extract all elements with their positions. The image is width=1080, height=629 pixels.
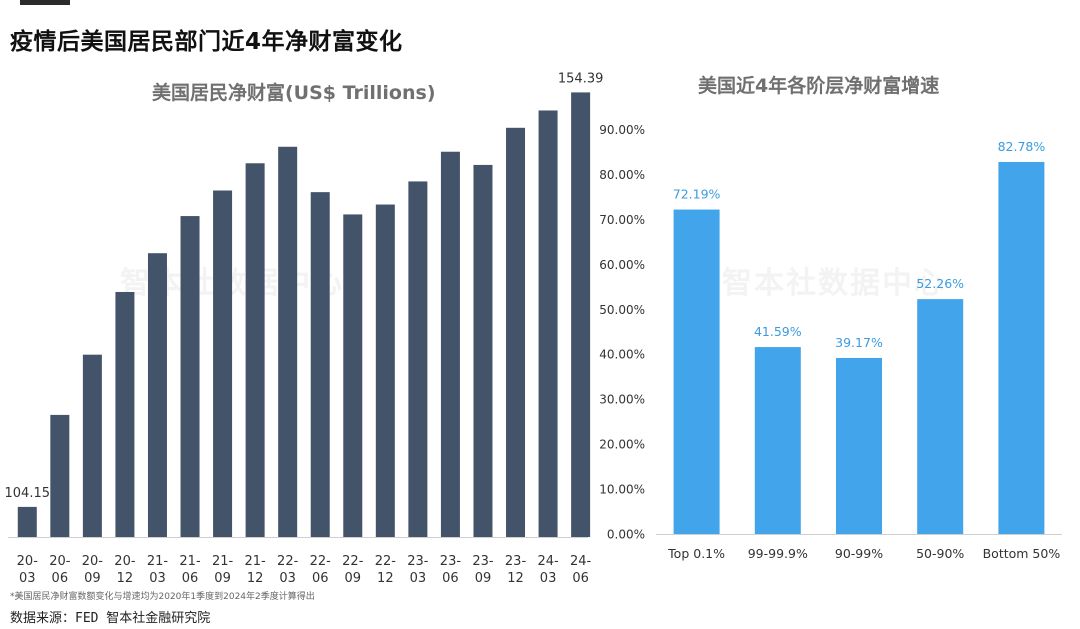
left-x-tick-label: 03 <box>540 571 557 586</box>
left-x-tick-label: 06 <box>572 571 589 586</box>
page-title: 疫情后美国居民部门近4年净财富变化 <box>10 29 403 55</box>
right-y-tick-label: 70.00% <box>599 213 645 227</box>
left-x-tick-label: 03 <box>149 571 166 586</box>
right-y-tick-label: 80.00% <box>599 168 645 182</box>
right-bar-value-label: 52.26% <box>916 276 964 291</box>
right-y-tick-label: 30.00% <box>599 393 645 407</box>
left-x-tick-label: 23- <box>472 554 494 569</box>
left-bar <box>538 110 558 537</box>
right-bar <box>917 299 964 534</box>
right-chart-title: 美国近4年各阶层净财富增速 <box>698 75 940 97</box>
right-x-tick-label: Bottom 50% <box>983 546 1061 561</box>
right-y-tick-label: 60.00% <box>599 258 645 272</box>
left-bar <box>115 291 135 537</box>
right-y-tick-label: 0.00% <box>607 528 645 542</box>
left-bar <box>147 253 167 537</box>
left-x-tick-label: 12 <box>117 571 134 586</box>
left-bar <box>278 146 298 537</box>
top-accent-bar <box>20 0 70 5</box>
left-bar <box>343 214 363 538</box>
left-x-tick-label: 06 <box>312 571 329 586</box>
left-x-tick-label: 21- <box>179 554 201 569</box>
left-x-tick-label: 06 <box>52 571 69 586</box>
right-x-tick-label: Top 0.1% <box>667 546 725 561</box>
left-x-tick-label: 06 <box>442 571 459 586</box>
left-x-tick-label: 20- <box>17 554 39 569</box>
right-y-tick-label: 90.00% <box>599 123 645 137</box>
left-x-tick-label: 23- <box>440 554 462 569</box>
right-bar <box>754 347 801 534</box>
left-x-tick-label: 20- <box>114 554 136 569</box>
left-bar <box>82 354 102 537</box>
right-bar <box>836 357 882 534</box>
left-x-tick-label: 06 <box>182 571 199 586</box>
right-bar-value-label: 39.17% <box>835 335 883 350</box>
right-x-tick-label: 50-90% <box>916 546 964 561</box>
right-bar <box>998 161 1045 534</box>
left-x-tick-label: 09 <box>345 571 362 586</box>
left-x-tick-label: 20- <box>82 554 104 569</box>
left-bar-value-label: 104.15 <box>5 486 51 501</box>
left-x-tick-label: 09 <box>214 571 231 586</box>
left-x-tick-label: 03 <box>19 571 36 586</box>
right-x-tick-label: 90-99% <box>835 546 883 561</box>
right-x-tick-label: 99-99.9% <box>748 546 808 561</box>
left-x-tick-label: 23- <box>407 554 429 569</box>
left-bar <box>310 192 330 537</box>
right-y-tick-label: 20.00% <box>599 438 645 452</box>
left-chart-net-wealth: 20- 03 104.15 20- 06 20- 09 20- 12 21- 03 21- 06 21- 0… <box>5 71 604 586</box>
left-bar <box>245 163 265 537</box>
left-x-tick-label: 22- <box>310 554 332 569</box>
left-x-tick-label: 24- <box>570 554 592 569</box>
right-y-tick-label: 50.00% <box>599 303 645 317</box>
data-source: 数据来源：FED 智本社金融研究院 <box>10 611 211 626</box>
left-x-tick-label: 03 <box>279 571 296 586</box>
left-x-tick-label: 24- <box>537 554 559 569</box>
left-x-tick-label: 12 <box>247 571 264 586</box>
left-x-tick-label: 21- <box>212 554 234 569</box>
footnote: *美国居民净财富数额变化与增速均为2020年1季度到2024年2季度计算得出 <box>10 592 315 602</box>
left-bar <box>440 151 460 537</box>
left-bar <box>571 92 591 537</box>
left-x-tick-label: 20- <box>49 554 71 569</box>
left-bar <box>17 506 37 537</box>
left-x-tick-label: 22- <box>375 554 397 569</box>
right-chart-growth-rate: 0.00% 10.00% 20.00% 30.00% 40.00% 50.00% 60.00… <box>599 123 1062 561</box>
right-bar-value-label: 72.19% <box>673 187 721 202</box>
left-bar <box>473 164 493 538</box>
watermark-right: 智本社数据中心 <box>722 266 946 301</box>
left-x-tick-label: 12 <box>377 571 394 586</box>
left-x-tick-label: 22- <box>342 554 364 569</box>
left-x-tick-label: 12 <box>507 571 524 586</box>
right-bar-value-label: 82.78% <box>998 139 1046 154</box>
left-x-tick-label: 21- <box>147 554 169 569</box>
left-bar <box>180 216 200 537</box>
right-y-tick-label: 40.00% <box>599 348 645 362</box>
left-x-tick-label: 23- <box>505 554 527 569</box>
left-x-tick-label: 09 <box>475 571 492 586</box>
left-x-tick-label: 03 <box>410 571 427 586</box>
left-bar <box>50 414 70 537</box>
right-y-tick-label: 10.00% <box>599 483 645 497</box>
left-bar <box>506 127 526 538</box>
left-bar <box>213 190 233 537</box>
left-x-tick-label: 21- <box>245 554 267 569</box>
left-bar <box>408 181 428 538</box>
right-bar <box>673 209 720 534</box>
right-bar-value-label: 41.59% <box>754 324 802 339</box>
left-x-tick-label: 09 <box>84 571 101 586</box>
left-bar <box>375 204 395 537</box>
left-x-tick-label: 22- <box>277 554 299 569</box>
left-bar-value-label: 154.39 <box>558 71 604 86</box>
left-chart-title: 美国居民净财富(US$ Trillions) <box>152 82 436 104</box>
